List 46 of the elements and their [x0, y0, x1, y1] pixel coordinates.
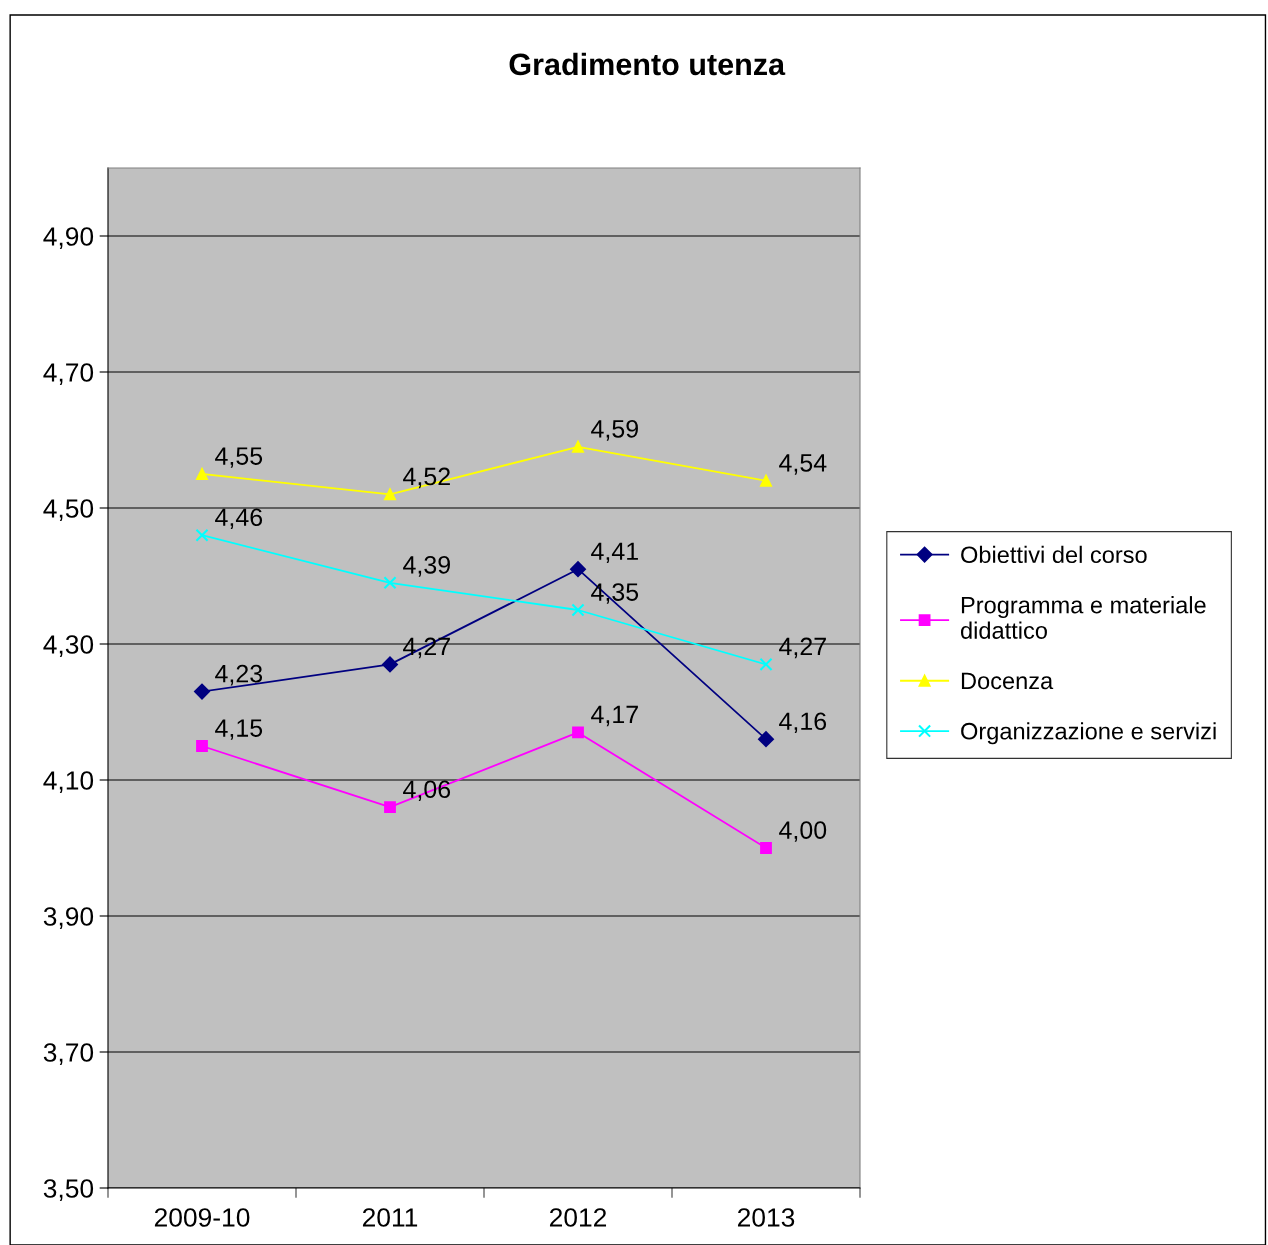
point	[195, 528, 209, 542]
data-label: 4,17	[591, 705, 638, 727]
data-label: 4,41	[591, 542, 638, 564]
legend-label: Obiettivi del corso	[961, 545, 1147, 564]
point	[759, 657, 773, 671]
point	[572, 726, 584, 739]
point	[383, 576, 397, 590]
point	[196, 468, 208, 480]
data-label: 4,39	[403, 555, 450, 577]
chart-title: Gradimento utenza	[509, 52, 786, 76]
data-label: 4,16	[779, 712, 827, 734]
point	[760, 474, 772, 487]
x-tick-label: 2012	[549, 1208, 607, 1227]
point	[382, 656, 398, 673]
data-label: 4,27	[779, 637, 826, 659]
data-label: 4,15	[215, 719, 263, 740]
point	[572, 440, 584, 453]
data-label: 4,54	[779, 454, 827, 475]
y-tick-label: 4,70	[43, 363, 94, 385]
data-label: 4,00	[779, 821, 827, 842]
y-tick-label: 3,50	[43, 1179, 94, 1201]
x-tick-label: 2011	[362, 1208, 418, 1227]
data-label: 4,46	[215, 508, 263, 530]
y-tick-label: 3,70	[43, 1043, 94, 1065]
point	[760, 842, 772, 854]
y-tick-label: 3,90	[43, 907, 94, 929]
data-label: 4,52	[403, 467, 450, 489]
legend-label: Organizzazione e servizi	[961, 722, 1216, 745]
point	[196, 740, 208, 752]
legend-label: Programma e materiale didattico	[960, 596, 1206, 639]
data-label: 4,59	[591, 419, 638, 441]
x-tick-label: 2013	[737, 1208, 795, 1227]
y-tick-label: 4,90	[43, 227, 94, 249]
point	[384, 801, 396, 814]
data-label: 4,55	[215, 447, 263, 468]
point	[571, 603, 585, 617]
y-tick-label: 4,30	[43, 635, 94, 657]
point	[570, 561, 586, 578]
legend-label: Docenza	[961, 672, 1054, 690]
y-tick-label: 4,50	[43, 499, 94, 521]
y-tick-label: 4,10	[43, 771, 94, 793]
x-tick-label: 2009-10	[154, 1208, 250, 1227]
point	[758, 731, 774, 748]
point	[384, 488, 396, 501]
point	[194, 683, 210, 700]
data-label: 4,23	[215, 664, 263, 686]
